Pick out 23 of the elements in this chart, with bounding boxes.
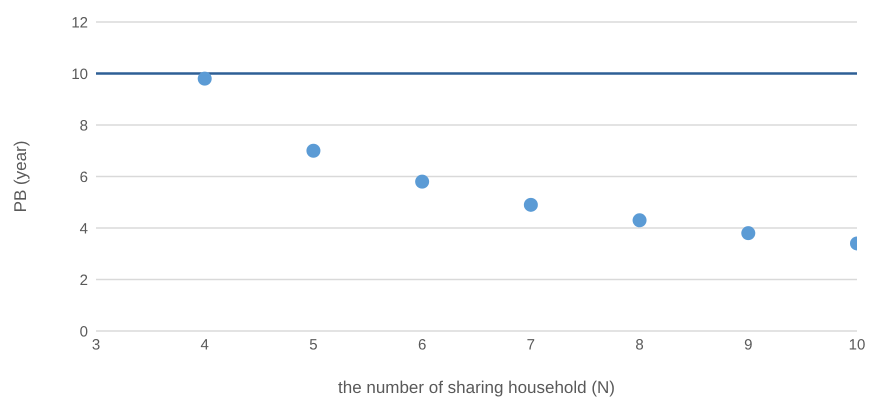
x-tick-label: 9: [744, 336, 752, 354]
x-tick-label: 8: [635, 336, 644, 354]
x-tick-label: 4: [200, 336, 209, 354]
x-axis-title: the number of sharing household (N): [338, 378, 615, 397]
y-tick-label: 4: [80, 220, 88, 238]
point: [632, 213, 647, 228]
point: [198, 72, 212, 86]
point: [415, 174, 430, 189]
x-tick-label: 7: [526, 336, 536, 354]
y-tick-label: 8: [80, 117, 88, 134]
y-tick-label: 6: [80, 168, 88, 186]
x-tick-label: 3: [92, 336, 100, 354]
point: [741, 226, 756, 240]
y-axis-title: PB (year): [11, 140, 30, 212]
x-tick-label: 10: [848, 336, 866, 354]
x-tick-label: 6: [418, 336, 426, 354]
y-tick-label: 2: [80, 272, 88, 289]
x-tick-label: 5: [309, 336, 318, 354]
point: [306, 144, 320, 158]
y-tick-label: 10: [71, 66, 88, 83]
point: [524, 198, 538, 212]
y-tick-label: 12: [71, 14, 88, 32]
y-tick-label: 0: [80, 323, 88, 340]
